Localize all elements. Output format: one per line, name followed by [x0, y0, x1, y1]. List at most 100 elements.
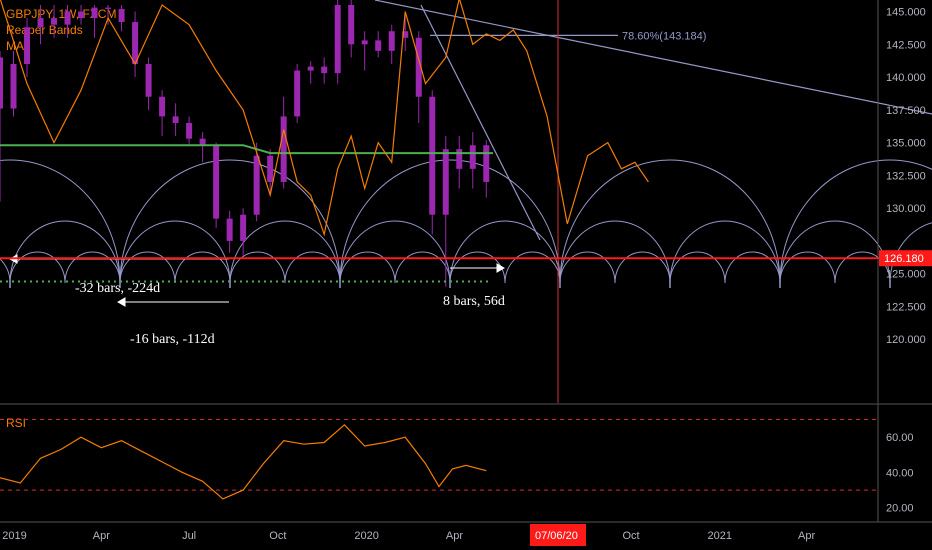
time-tick-label: 2021 — [708, 530, 732, 542]
candle[interactable] — [240, 208, 247, 256]
measure-label-16bars: -16 bars, -112d — [130, 332, 215, 347]
descending-trendline-steep[interactable] — [420, 4, 541, 241]
candle-body — [334, 5, 341, 74]
time-axis[interactable]: 2019 Apr Jul Oct 2020 Apr Oct 2021 Apr — [2, 530, 815, 542]
candle-body — [78, 11, 85, 19]
candle[interactable] — [294, 63, 301, 123]
candle[interactable] — [78, 5, 85, 25]
candle-body — [132, 22, 139, 64]
candle[interactable] — [213, 142, 220, 228]
candle[interactable] — [307, 61, 314, 84]
candle[interactable] — [483, 140, 490, 198]
chart-symbol-title[interactable]: GBPJPY, 1W, FXCM — [6, 7, 117, 21]
candle-body — [415, 37, 422, 97]
price-tick-label: 132.500 — [886, 170, 926, 182]
candle[interactable] — [132, 11, 139, 78]
candle-body — [307, 66, 314, 71]
candle[interactable] — [375, 31, 382, 58]
descending-trendline-long[interactable] — [374, 0, 932, 115]
candle[interactable] — [253, 142, 260, 222]
candle[interactable] — [415, 31, 422, 123]
candle-body — [294, 70, 301, 117]
candle-body — [375, 40, 382, 51]
candle[interactable] — [442, 136, 449, 287]
medium-cycle-arc — [229, 220, 341, 284]
candle-body — [0, 57, 3, 109]
ma-line[interactable] — [0, 144, 493, 155]
large-cycle-arc — [119, 159, 341, 284]
arrow-head-icon — [496, 263, 506, 273]
price-tick-label: 140.000 — [886, 72, 926, 84]
candle[interactable] — [361, 31, 368, 71]
small-cycle-arc — [394, 251, 451, 284]
candle[interactable] — [145, 57, 152, 110]
candle[interactable] — [91, 5, 98, 38]
candle-body — [240, 214, 247, 241]
price-tick-label: 145.000 — [886, 7, 926, 19]
candle-body — [253, 155, 260, 215]
candle-body — [37, 18, 44, 28]
candle[interactable] — [0, 50, 3, 202]
candle[interactable] — [469, 132, 476, 189]
candle[interactable] — [388, 24, 395, 64]
candle[interactable] — [321, 57, 328, 84]
candle[interactable] — [199, 132, 206, 163]
price-tick-label: 125.000 — [886, 269, 926, 281]
candle[interactable] — [186, 116, 193, 146]
last-price-label: 126.180 — [884, 253, 924, 265]
small-cycle-arc — [614, 251, 671, 284]
candle[interactable] — [429, 90, 436, 235]
rsi-line[interactable] — [0, 423, 487, 500]
candle-body — [429, 96, 436, 215]
time-tick-label: Apr — [446, 530, 463, 542]
price-axis[interactable]: 145.000 142.500 140.000 137.500 135.000 132.5… — [886, 7, 926, 347]
small-cycle-arc — [284, 251, 341, 284]
candle[interactable] — [280, 96, 287, 189]
candle[interactable] — [348, 0, 355, 58]
medium-cycle-arc — [449, 220, 561, 284]
candle[interactable] — [226, 210, 233, 253]
candle[interactable] — [402, 14, 409, 51]
time-tick-label: Oct — [622, 530, 639, 542]
medium-cycle-arc — [119, 220, 231, 284]
large-cycle-arc — [559, 159, 781, 284]
medium-cycle-arc — [779, 220, 891, 284]
candle-body — [402, 31, 409, 38]
vertical-marker-badge — [530, 524, 586, 546]
candle[interactable] — [267, 149, 274, 196]
candle-body — [186, 122, 193, 139]
candle-body — [388, 31, 395, 51]
candle[interactable] — [24, 18, 31, 78]
candle[interactable] — [51, 5, 58, 38]
measure-label-32bars: -32 bars, -224d — [75, 281, 160, 296]
rsi-tick-label: 20.00 — [886, 503, 914, 515]
candle-body — [213, 145, 220, 219]
candle-body — [172, 116, 179, 123]
medium-cycle-arc — [9, 220, 121, 284]
rsi-axis[interactable]: 60.00 40.00 20.00 — [886, 432, 914, 515]
medium-cycle-arc — [669, 220, 781, 284]
large-cycle-arc — [339, 159, 561, 284]
candle[interactable] — [456, 136, 463, 189]
small-cycle-arc — [229, 251, 286, 284]
reaper-band-line[interactable] — [0, 0, 649, 237]
fib-level-label: 78.60%(143.184) — [622, 30, 706, 42]
candle[interactable] — [172, 103, 179, 137]
candle[interactable] — [159, 90, 166, 137]
candle[interactable] — [64, 5, 71, 38]
candle[interactable] — [334, 0, 341, 84]
vertical-marker-date-label: 07/06/20 — [535, 530, 578, 542]
time-tick-label: Oct — [269, 530, 286, 542]
candle[interactable] — [105, 5, 112, 25]
price-tick-label: 122.500 — [886, 301, 926, 313]
small-cycle-arc — [0, 258, 11, 284]
candle[interactable] — [10, 50, 17, 117]
candle[interactable] — [37, 5, 44, 45]
candles[interactable] — [0, 0, 490, 287]
candle[interactable] — [118, 5, 125, 32]
candle-body — [91, 7, 98, 19]
time-tick-label: 2019 — [2, 530, 26, 542]
small-cycle-arc — [504, 251, 561, 284]
time-tick-label: Jul — [182, 530, 196, 542]
